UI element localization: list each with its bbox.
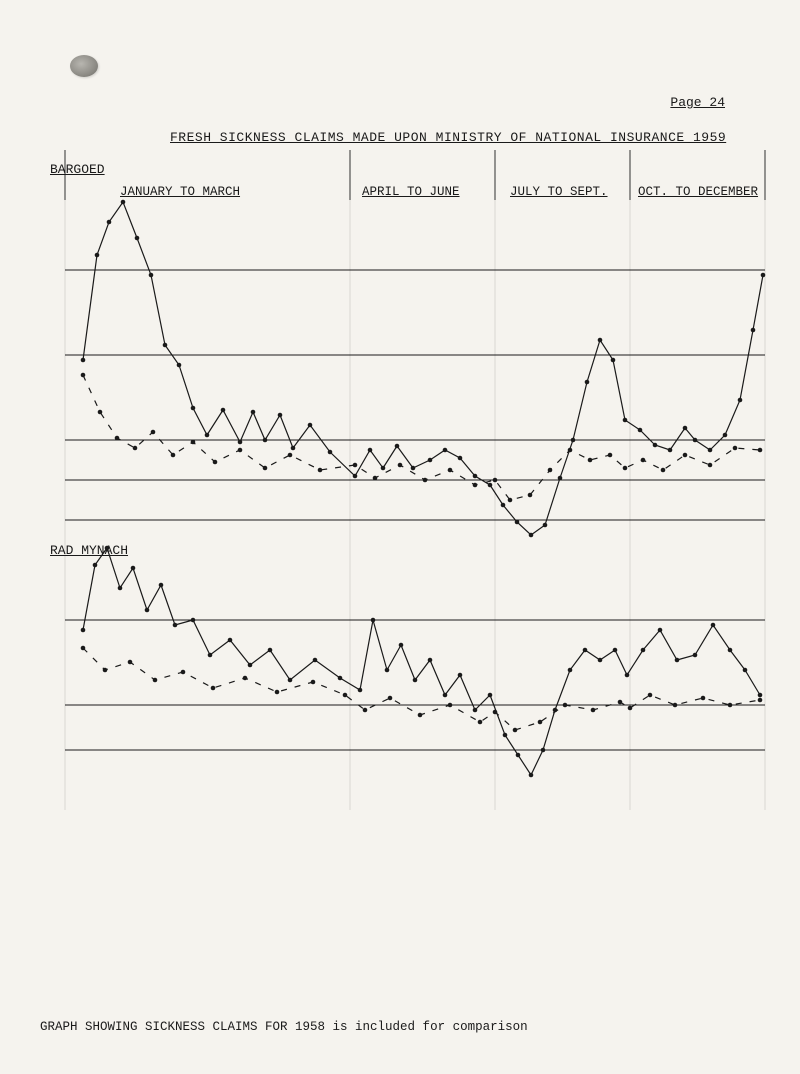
chart-title: FRESH SICKNESS CLAIMS MADE UPON MINISTRY… [170, 130, 760, 145]
scan-corner-mark [70, 55, 98, 77]
chart-area [65, 150, 765, 880]
sickness-claims-chart [65, 150, 765, 880]
footer-note: GRAPH SHOWING SICKNESS CLAIMS FOR 1958 i… [40, 1020, 528, 1034]
page-number: Page 24 [670, 95, 725, 110]
